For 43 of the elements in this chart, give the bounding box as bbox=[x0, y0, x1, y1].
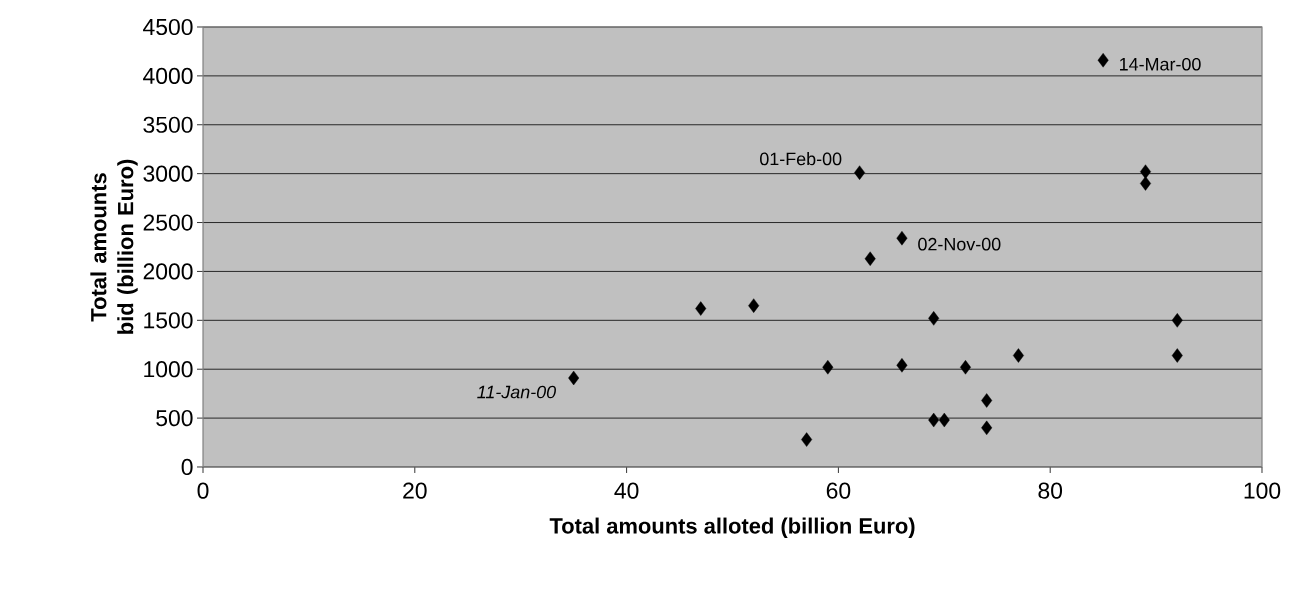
point bbox=[854, 165, 866, 180]
point bbox=[748, 298, 760, 313]
annotation: 02-Nov-00 bbox=[918, 237, 1001, 251]
y-tick-label: 0 bbox=[181, 458, 193, 476]
x-tick-label: 60 bbox=[826, 482, 851, 499]
point bbox=[981, 420, 993, 436]
point bbox=[960, 360, 971, 375]
y-tick-label: 1000 bbox=[144, 361, 193, 378]
y-tick-label: 3500 bbox=[143, 116, 193, 133]
y-tick-label: 500 bbox=[156, 409, 193, 427]
point bbox=[695, 301, 707, 316]
y-tick-label: 3000 bbox=[143, 165, 193, 182]
point bbox=[896, 230, 908, 246]
y-tick-label: 4000 bbox=[143, 67, 193, 84]
point bbox=[1097, 53, 1109, 68]
annotation: 14-Mar-00 bbox=[1120, 57, 1201, 71]
point bbox=[568, 370, 580, 386]
point bbox=[938, 412, 950, 428]
y-tick-label: 2000 bbox=[143, 263, 193, 280]
point bbox=[1012, 348, 1024, 363]
x-tick-label: 100 bbox=[1244, 482, 1281, 499]
point bbox=[1171, 313, 1183, 328]
y-tick-label: 1500 bbox=[144, 312, 193, 329]
point bbox=[928, 412, 940, 428]
x-tick-label: 20 bbox=[403, 482, 427, 499]
y-tick-label: 4500 bbox=[143, 18, 193, 36]
x-tick-label: 40 bbox=[614, 482, 639, 499]
point bbox=[896, 358, 908, 373]
x-axis-title: Total amounts alloted (billion Euro) bbox=[549, 517, 915, 538]
annotation: 11-Jan-00 bbox=[477, 385, 556, 399]
point bbox=[822, 360, 834, 375]
annotation: 01-Feb-00 bbox=[760, 152, 842, 166]
y-tick-label: 2500 bbox=[143, 214, 193, 231]
point bbox=[801, 432, 813, 447]
x-tick-label: 80 bbox=[1038, 482, 1063, 499]
point bbox=[864, 251, 876, 266]
point bbox=[1171, 348, 1183, 363]
point bbox=[1140, 164, 1151, 179]
point bbox=[981, 393, 993, 408]
point bbox=[1140, 176, 1151, 191]
y-axis-title: Total amounts bid (billion Euro) bbox=[90, 159, 138, 334]
point bbox=[928, 311, 940, 326]
x-tick-label: 0 bbox=[197, 482, 209, 499]
